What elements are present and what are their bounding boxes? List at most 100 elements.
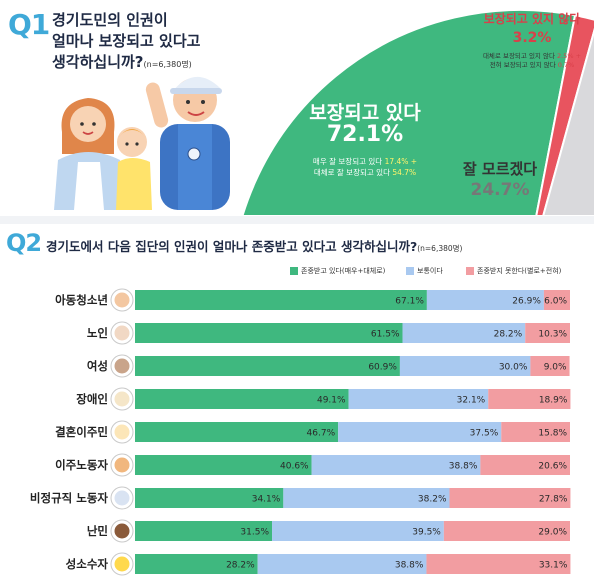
bar-segment-neutral [348, 389, 489, 409]
slice-protected-detail-1: 매우 잘 보장되고 있다 17.4% + [312, 157, 418, 166]
q1-sample-size: (n=6,380명) [143, 60, 192, 69]
bar-value-label: 31.5% [240, 528, 269, 538]
slice-not-protected-value: 3.2% [512, 30, 552, 46]
refugee-face-icon-face [114, 523, 130, 539]
legend-swatch-respected [290, 267, 298, 275]
cap-worker-face-icon-face [114, 490, 130, 506]
woman-face-icon-face [114, 358, 130, 374]
bar-value-label: 6.0% [544, 297, 567, 307]
bar-value-label: 60.9% [368, 363, 397, 373]
bar-value-label: 61.5% [371, 330, 400, 340]
legend-item-respected: 존중받고 있다(매우+대체로) [290, 266, 385, 276]
pie-slice-not-protected [535, 14, 594, 215]
bar-segment-neutral [402, 323, 526, 343]
bar-segment-not-respected [449, 488, 571, 508]
bar-value-label: 18.9% [539, 396, 568, 406]
category-label: 아동청소년 [55, 293, 108, 307]
category-label: 난민 [87, 524, 108, 538]
bar-segment-not-respected [480, 455, 570, 475]
bar-value-label: 15.8% [538, 429, 567, 439]
bar-segment-neutral [399, 356, 531, 376]
section-divider [0, 216, 594, 224]
bar-value-label: 32.1% [457, 396, 486, 406]
category-label: 성소수자 [66, 557, 109, 571]
bar-value-label: 28.2% [226, 561, 255, 571]
bar-segment-not-respected [543, 290, 570, 310]
q2-sample-size: (n=6,380명) [417, 244, 463, 253]
bar-value-label: 38.2% [418, 495, 447, 505]
pie-slice-unknown [542, 27, 594, 215]
slice-protected-detail-2: 대체로 잘 보장되고 있다 54.7% [313, 168, 417, 177]
bar-value-label: 34.1% [252, 495, 281, 505]
q1-pie-chart [241, 9, 594, 215]
bar-value-label: 33.1% [539, 561, 568, 571]
legend-swatch-neutral [406, 267, 414, 275]
bar-segment-respected [135, 521, 273, 541]
bar-value-label: 26.9% [512, 297, 541, 307]
bar-segment-neutral [311, 455, 481, 475]
slice-unknown-value: 24.7% [470, 180, 530, 200]
q2-question: 경기도에서 다음 집단의 인권이 얼마나 존중받고 있다고 생각하십니까?(n=… [46, 239, 463, 254]
bar-value-label: 49.1% [317, 396, 346, 406]
q2-number: Q2 [6, 229, 42, 257]
child-face-icon-face [114, 292, 130, 308]
bar-segment-not-respected [488, 389, 571, 409]
bar-value-label: 9.0% [544, 363, 567, 373]
bar-segment-respected [135, 323, 403, 343]
legend-label-not-respected: 존중받지 못한다(별로+전혀) [477, 267, 562, 275]
wheelchair-icon-face [114, 391, 130, 407]
bar-value-label: 10.3% [538, 330, 567, 340]
worker-figure-icon [145, 76, 230, 210]
bar-value-label: 38.8% [449, 462, 478, 472]
category-label: 노인 [87, 326, 108, 340]
legend-swatch-not-respected [466, 267, 474, 275]
category-label: 결혼이주민 [55, 425, 108, 439]
smiley-face-icon-face [114, 556, 130, 572]
bar-value-label: 67.1% [395, 297, 424, 307]
bar-value-label: 29.0% [538, 528, 567, 538]
q1-section: Q1 경기도민의 인권이 얼마나 보장되고 있다고 생각하십니까?(n=6,38… [0, 0, 594, 215]
slice-protected-label: 보장되고 있다 [309, 102, 421, 124]
worker-face-icon-face [114, 457, 130, 473]
slice-not-protected-detail-1: 대체로 보장되고 있지 않다 2.5% + [482, 52, 582, 60]
bar-segment-not-respected [501, 422, 570, 442]
legend-item-not-respected: 존중받지 못한다(별로+전혀) [466, 266, 561, 276]
bar-segment-neutral [283, 488, 450, 508]
family-with-worker-illustration [54, 76, 230, 210]
bar-segment-respected [135, 290, 427, 310]
legend-label-respected: 존중받고 있다(매우+대체로) [301, 267, 386, 275]
category-label: 비정규직 노동자 [30, 491, 108, 505]
woman-figure-icon [54, 98, 124, 210]
bar-value-label: 40.6% [280, 462, 309, 472]
bar-value-label: 37.5% [470, 429, 499, 439]
bar-segment-not-respected [525, 323, 570, 343]
q2-stacked-bar-chart: 아동청소년 67.1% 26.9% 6.0% 노인 61.5% 28.2% 10.3% 여성 60… [30, 288, 571, 576]
q1-question-line-2: 얼마나 보장되고 있다고 [52, 32, 201, 50]
bar-value-label: 20.6% [538, 462, 567, 472]
bar-segment-respected [135, 389, 349, 409]
bar-segment-neutral [257, 554, 427, 574]
slice-not-protected-label: 보장되고 있지 않다 [483, 12, 581, 26]
bar-segment-not-respected [443, 521, 570, 541]
bar-segment-neutral [338, 422, 502, 442]
slice-unknown-label: 잘 모르겠다 [462, 160, 538, 178]
bar-value-label: 27.8% [539, 495, 568, 505]
bar-value-label: 38.8% [395, 561, 424, 571]
bar-value-label: 28.2% [494, 330, 523, 340]
q1-question-line-3: 생각하십니까?(n=6,380명) [52, 53, 192, 71]
bar-value-label: 39.5% [412, 528, 441, 538]
bar-segment-respected [135, 356, 400, 376]
slice-protected-value: 72.1% [326, 122, 404, 147]
child-figure-icon [116, 127, 152, 210]
category-label: 이주노동자 [55, 458, 108, 472]
legend-label-neutral: 보통이다 [417, 267, 443, 275]
bar-segment-respected [135, 488, 284, 508]
bar-segment-respected [135, 554, 258, 574]
slice-not-protected-detail-2: 전혀 보장되고 있지 않다 0.7% [489, 61, 575, 69]
pie-slice-protected [241, 9, 577, 215]
elderly-face-icon-face [114, 325, 130, 341]
q1-question-line-1: 경기도민의 인권이 [52, 11, 168, 29]
wedding-rings-icon-face [114, 424, 130, 440]
bar-value-label: 30.0% [499, 363, 528, 373]
q1-number: Q1 [8, 8, 50, 41]
